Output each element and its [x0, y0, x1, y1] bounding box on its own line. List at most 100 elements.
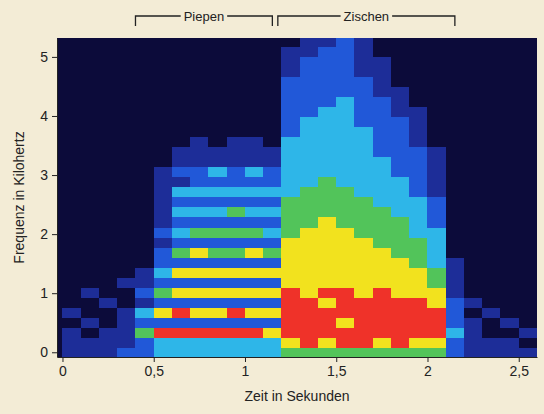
heatmap-cell — [208, 187, 227, 198]
heatmap-cell — [117, 147, 136, 158]
heatmap-cell — [409, 38, 428, 47]
heatmap-cell — [263, 38, 282, 47]
heatmap-cell — [336, 227, 355, 238]
tick: 3 — [40, 167, 57, 183]
heatmap-cell — [482, 207, 501, 218]
heatmap-cell — [446, 227, 465, 238]
heatmap-cell — [482, 147, 501, 158]
heatmap-cell — [318, 348, 337, 357]
heatmap-cell — [500, 137, 519, 148]
heatmap-cell — [391, 86, 410, 97]
heatmap-cell — [81, 247, 100, 258]
heatmap-cell — [135, 277, 154, 288]
heatmap-cell — [464, 297, 483, 308]
tick-mark — [62, 357, 63, 362]
heatmap-cell — [208, 147, 227, 158]
heatmap-cell — [62, 66, 81, 77]
heatmap-cell — [500, 167, 519, 178]
heatmap-cell — [354, 297, 373, 308]
heatmap-cell — [519, 38, 537, 47]
heatmap-cell — [446, 137, 465, 148]
heatmap-cell — [263, 96, 282, 107]
heatmap-cell — [446, 317, 465, 328]
heatmap-cell — [409, 86, 428, 97]
heatmap-cell — [81, 217, 100, 228]
heatmap-cell — [227, 317, 246, 328]
heatmap-cell — [464, 127, 483, 138]
heatmap-cell — [135, 227, 154, 238]
heatmap-cell — [172, 38, 191, 47]
heatmap-cell — [391, 207, 410, 218]
heatmap-cell — [135, 307, 154, 318]
heatmap-cell — [81, 207, 100, 218]
heatmap-cell — [99, 76, 118, 87]
heatmap-cell — [336, 157, 355, 168]
heatmap-cell — [81, 307, 100, 318]
chart-svg: 00,511,522,5012345Zeit in SekundenFreque… — [0, 0, 544, 414]
heatmap-cell — [135, 187, 154, 198]
heatmap-cell — [117, 247, 136, 258]
heatmap-cell — [427, 137, 446, 148]
heatmap-cell — [354, 157, 373, 168]
heatmap-cell — [245, 76, 264, 87]
bracket-line — [392, 16, 455, 26]
heatmap-cell — [300, 46, 319, 57]
heatmap-cell — [117, 46, 136, 57]
heatmap-cell — [500, 66, 519, 77]
heatmap-cell — [99, 207, 118, 218]
heatmap-cell — [135, 86, 154, 97]
heatmap-cell — [427, 237, 446, 248]
heatmap-cell — [99, 86, 118, 97]
heatmap-cell — [227, 76, 246, 87]
heatmap-cell — [482, 338, 501, 349]
heatmap-cell — [208, 287, 227, 298]
tick-mark — [52, 352, 57, 353]
axis-line — [57, 39, 58, 358]
heatmap-cell — [336, 56, 355, 67]
heatmap-cell — [135, 167, 154, 178]
heatmap-cell — [482, 227, 501, 238]
heatmap-cell — [263, 117, 282, 128]
heatmap-cell — [300, 167, 319, 178]
heatmap-cell — [500, 277, 519, 288]
tick: 0 — [40, 344, 57, 360]
heatmap-cell — [190, 237, 209, 248]
heatmap-cell — [172, 277, 191, 288]
heatmap-cell — [500, 157, 519, 168]
heatmap-cell — [373, 217, 392, 228]
heatmap-cell — [117, 257, 136, 268]
heatmap-cell — [227, 307, 246, 318]
heatmap-cell — [227, 237, 246, 248]
heatmap-cell — [373, 177, 392, 188]
heatmap-cell — [208, 297, 227, 308]
heatmap-cell — [154, 127, 173, 138]
heatmap-cell — [336, 147, 355, 158]
heatmap-cell — [446, 297, 465, 308]
heatmap-cell — [500, 107, 519, 118]
heatmap-cell — [482, 327, 501, 338]
heatmap-cell — [281, 38, 300, 47]
heatmap-cell — [135, 197, 154, 208]
heatmap-cell — [190, 348, 209, 357]
heatmap-cell — [373, 267, 392, 278]
heatmap-cell — [117, 217, 136, 228]
heatmap-cell — [190, 338, 209, 349]
heatmap-cell — [354, 317, 373, 328]
heatmap-cell — [117, 197, 136, 208]
heatmap-cell — [190, 287, 209, 298]
heatmap-cell — [464, 317, 483, 328]
heatmap-cell — [81, 277, 100, 288]
heatmap-cell — [208, 96, 227, 107]
heatmap-cell — [117, 267, 136, 278]
tick-mark — [52, 175, 57, 176]
heatmap-cell — [373, 277, 392, 288]
heatmap-cell — [99, 297, 118, 308]
heatmap-cell — [190, 38, 209, 47]
heatmap-cell — [409, 197, 428, 208]
heatmap-cell — [281, 187, 300, 198]
heatmap-cell — [263, 307, 282, 318]
heatmap-cell — [154, 327, 173, 338]
heatmap-cell — [117, 237, 136, 248]
heatmap-cell — [391, 56, 410, 67]
heatmap-cell — [354, 187, 373, 198]
